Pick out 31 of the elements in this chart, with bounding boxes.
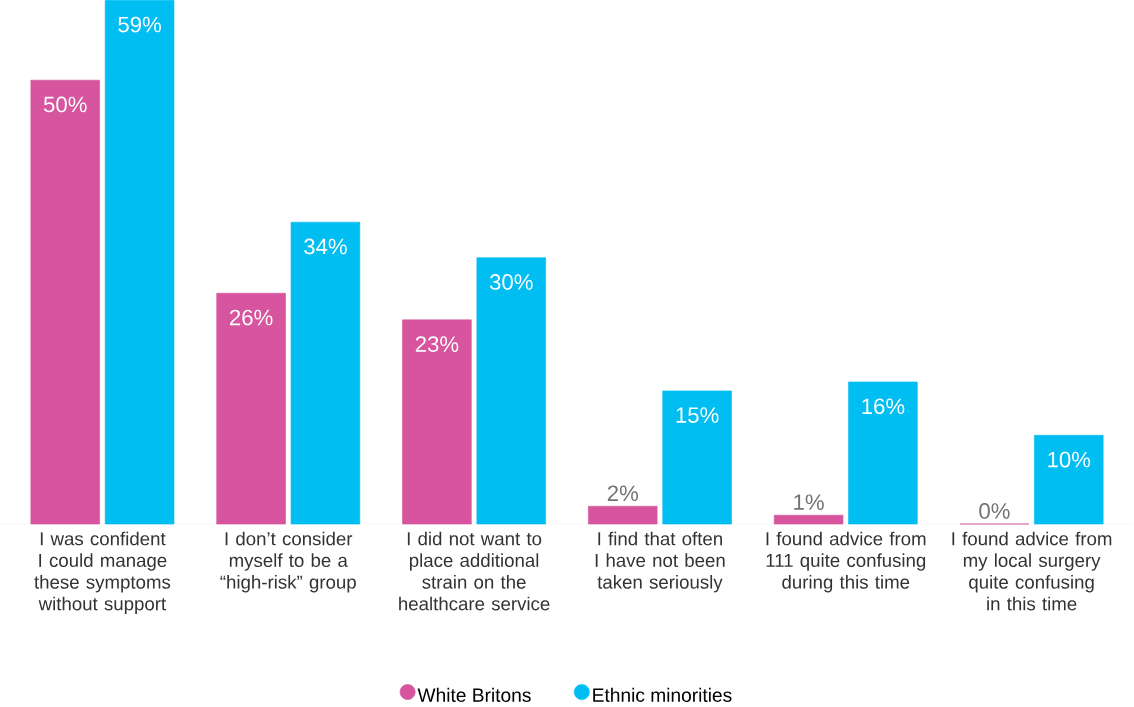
bar xyxy=(1034,434,1104,525)
data-label: 16% xyxy=(862,398,905,414)
bar xyxy=(476,257,546,525)
data-label: 34% xyxy=(304,238,347,255)
bar xyxy=(588,505,658,525)
bar xyxy=(402,319,472,525)
x-tick-label: I did not want to place additional strain on the healthcare service xyxy=(399,531,550,611)
bar xyxy=(848,381,918,525)
data-label: 30% xyxy=(489,273,533,290)
x-tick-label: I found advice from my local surgery quite confusing in this time xyxy=(952,531,1112,611)
data-label: 50% xyxy=(43,96,87,113)
bar xyxy=(662,390,732,525)
data-label: 26% xyxy=(230,309,273,326)
x-tick-label: I found advice from 111 quite confusing during this time xyxy=(766,531,926,593)
data-label: 15% xyxy=(676,407,719,423)
data-label: 0% xyxy=(979,502,1010,519)
x-tick-label: I find that often I have not been taken seriously xyxy=(595,531,725,593)
bar xyxy=(216,292,286,525)
legend-label: Ethnic minorities xyxy=(593,687,732,702)
data-label: 2% xyxy=(607,485,638,501)
bar xyxy=(773,514,844,525)
data-label: 59% xyxy=(118,16,161,33)
bar xyxy=(104,0,175,525)
data-label: 1% xyxy=(794,494,824,510)
x-tick-label: I don’t consider myself to be a “high-risk” group xyxy=(220,531,356,593)
x-tick-label: I was confident I could manage these symptoms without support xyxy=(34,531,171,614)
data-label: 10% xyxy=(1048,451,1091,468)
bar xyxy=(30,79,100,525)
legend-label: White Britons xyxy=(417,687,531,702)
data-label: 23% xyxy=(415,336,459,352)
bar xyxy=(290,221,361,525)
